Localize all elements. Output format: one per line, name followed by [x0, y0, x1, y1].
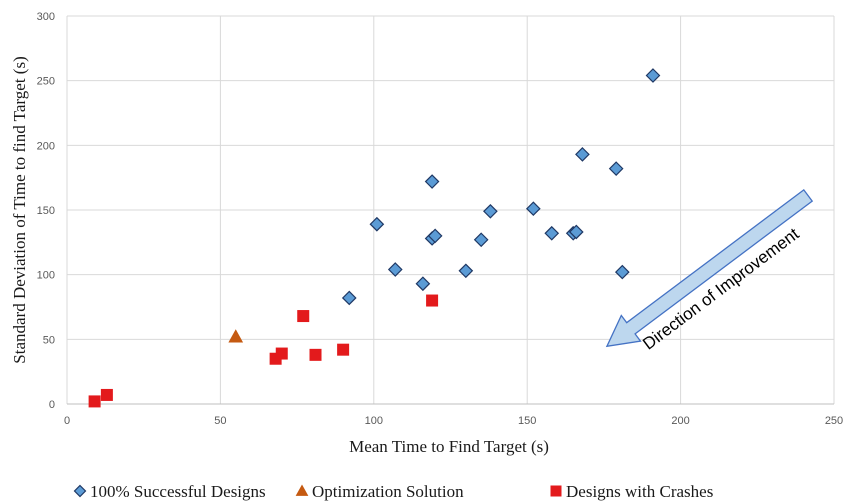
- x-tick-label: 100: [365, 415, 383, 427]
- data-point-diamond: [645, 68, 661, 83]
- legend-item: Designs with Crashes: [550, 482, 713, 501]
- arrow-shape: [605, 188, 814, 348]
- data-point-diamond: [483, 203, 498, 219]
- data-point-diamond: [544, 225, 560, 241]
- data-point-square: [337, 343, 350, 356]
- x-axis-ticks: 0 50 100 150 200 250: [64, 415, 843, 427]
- data-point-square: [426, 294, 439, 307]
- y-axis-title: Standard Deviation of Time to find Targe…: [10, 56, 29, 363]
- data-point-diamond: [341, 290, 357, 306]
- y-tick-label: 250: [37, 76, 55, 88]
- data-point-diamond: [575, 147, 590, 162]
- x-tick-label: 150: [518, 415, 536, 427]
- data-point-diamond: [458, 263, 474, 279]
- data-point-diamond: [608, 161, 624, 176]
- legend-marker-triangle: [295, 484, 309, 496]
- data-point-diamond: [427, 228, 443, 244]
- data-point-diamond: [525, 201, 541, 217]
- data-point-diamond: [614, 264, 630, 280]
- legend-marker-diamond: [73, 484, 87, 498]
- data-point-triangle: [228, 329, 244, 343]
- data-point-diamond: [473, 232, 489, 248]
- x-tick-label: 250: [825, 415, 843, 427]
- y-tick-label: 0: [49, 399, 55, 411]
- data-point-square: [100, 388, 113, 401]
- data-point-diamond: [387, 262, 403, 277]
- data-point-square: [275, 347, 288, 360]
- y-tick-label: 150: [37, 205, 55, 217]
- y-axis-ticks: 0 50 100 150 200 250 300: [37, 11, 55, 411]
- data-point-diamond: [568, 224, 584, 240]
- data-point-diamond: [369, 216, 385, 232]
- data-point-square: [309, 348, 322, 361]
- legend-item: 100% Successful Designs: [73, 482, 266, 501]
- data-point-diamond: [424, 174, 440, 189]
- data-point-square: [297, 310, 310, 323]
- x-tick-label: 50: [214, 415, 226, 427]
- y-tick-label: 50: [43, 334, 55, 346]
- y-tick-label: 100: [37, 270, 55, 282]
- x-tick-label: 200: [671, 415, 689, 427]
- data-point-square: [88, 395, 101, 408]
- annotation-text: Direction of Improvement: [639, 224, 802, 353]
- grid-lines: [66, 15, 835, 405]
- legend-marker-square: [550, 485, 562, 497]
- x-axis-title: Mean Time to Find Target (s): [349, 437, 549, 456]
- data-points: [88, 68, 661, 408]
- y-tick-label: 200: [37, 140, 55, 152]
- legend: 100% Successful Designs Optimization Solu…: [73, 482, 713, 501]
- data-point-diamond: [415, 276, 431, 292]
- legend-label: Optimization Solution: [312, 482, 464, 501]
- legend-label: 100% Successful Designs: [90, 482, 266, 501]
- legend-label: Designs with Crashes: [566, 482, 713, 501]
- improvement-arrow: Direction of Improvement: [605, 188, 814, 354]
- y-tick-label: 300: [37, 11, 55, 23]
- legend-item: Optimization Solution: [295, 482, 464, 501]
- x-tick-label: 0: [64, 415, 70, 427]
